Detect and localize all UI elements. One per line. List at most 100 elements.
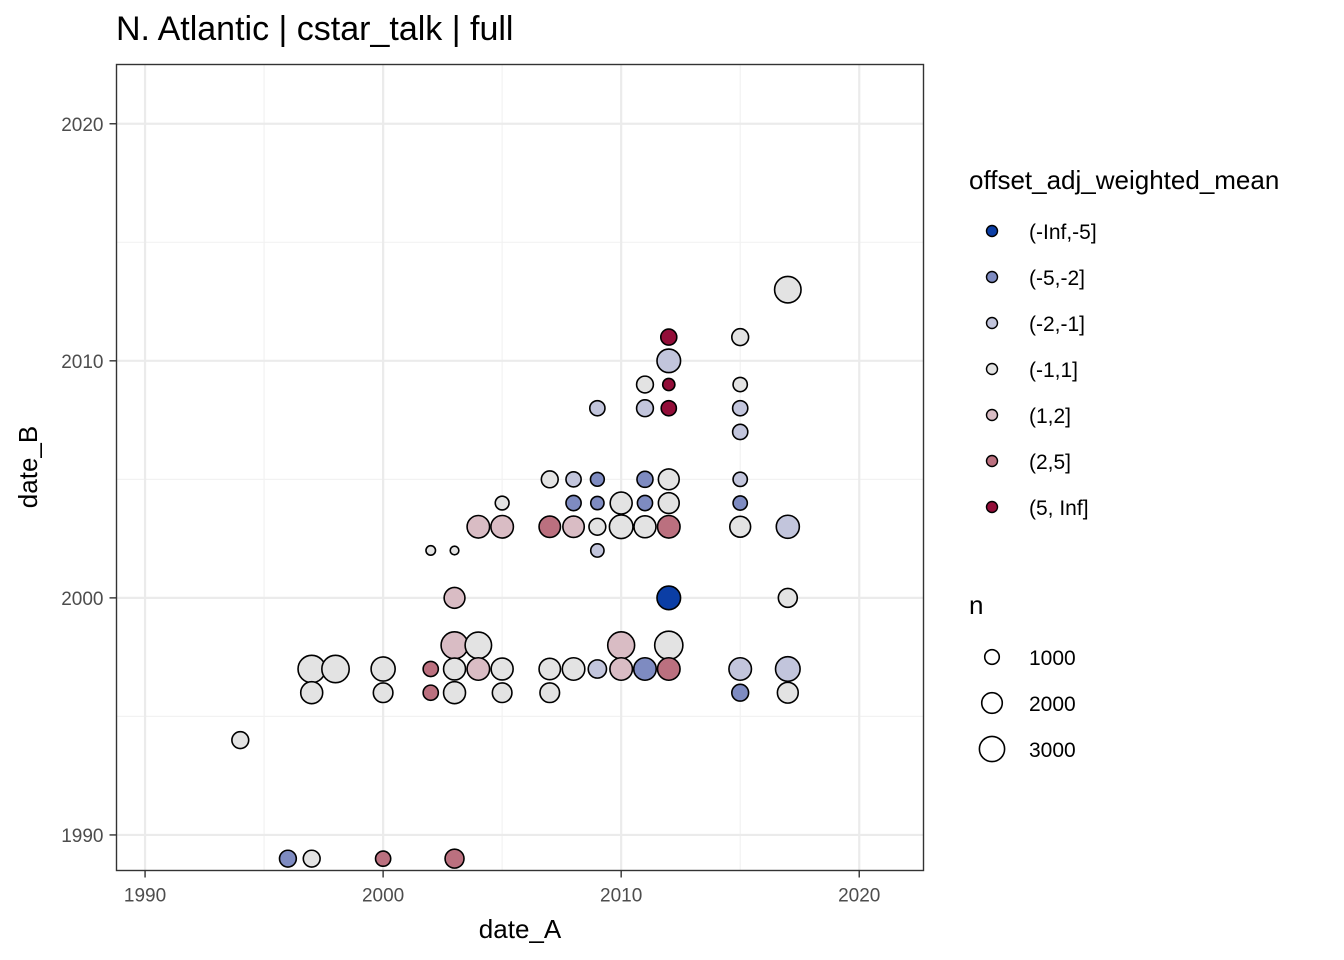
data-point [449,545,460,556]
color-legend-title: offset_adj_weighted_mean [969,165,1279,195]
x-tick-label: 2010 [600,886,642,907]
x-axis-title: date_A [479,914,562,944]
y-tick-label: 2020 [61,115,103,136]
plot-border [115,63,925,872]
data-point [776,681,800,704]
plot-panel [116,64,924,871]
color-legend: (-Inf,-5] (-5,-2] (-2,-1] (-1,1] (1,2] (2,5] (… [985,221,1097,520]
data-point [490,657,514,681]
data-point [299,680,324,705]
data-points [231,275,802,869]
legend-color-label: (5, Inf] [1029,497,1089,520]
data-point [653,630,684,661]
data-point [730,327,750,347]
data-point [588,517,607,536]
grid-major [116,64,924,871]
data-point [539,682,561,704]
legend-color-label: (1,2] [1029,405,1071,428]
data-point [589,495,605,511]
data-point [588,399,606,417]
data-point [656,348,682,374]
data-point [562,515,586,539]
data-point [565,494,582,512]
data-point [422,684,440,702]
data-point [731,399,749,417]
y-tick-label: 2010 [61,352,103,373]
data-point [609,656,634,682]
data-point [589,543,605,558]
data-point [490,514,515,539]
data-point [636,470,654,489]
data-point [730,683,750,702]
data-point [466,514,491,539]
size-legend: 1000 2000 3000 [978,647,1076,763]
data-point [540,470,559,489]
data-point [659,328,678,346]
data-point [443,586,466,610]
legend-size-label: 1000 [1029,647,1076,670]
data-point [732,471,749,488]
legend-color-key [985,454,999,468]
data-point [278,849,298,868]
data-point [372,682,394,704]
data-point [538,657,562,681]
x-tick-label: 2000 [362,886,404,907]
data-point [635,399,655,418]
data-point [561,656,586,682]
data-point [587,659,608,679]
data-point [609,491,633,515]
size-legend-title: n [969,590,983,620]
legend-color-label: (-Inf,-5] [1029,221,1097,244]
data-point [370,656,396,682]
legend-size-label: 3000 [1029,739,1076,762]
data-point [660,399,678,417]
data-point [321,654,350,684]
legend-color-key [985,408,999,422]
legend-color-label: (-5,-2] [1029,267,1085,290]
data-point [728,515,752,538]
data-point [777,587,799,609]
data-point [538,515,562,539]
legend-color-label: (-1,1] [1029,359,1078,382]
data-point [491,682,513,704]
data-point [728,656,753,682]
x-axis: 1990 2000 2010 2020 [124,870,880,907]
data-point [440,631,469,660]
data-point [606,631,636,660]
data-point [731,423,749,441]
data-point [732,495,749,511]
legend-size-key [978,735,1006,763]
data-point [374,850,392,868]
data-point [775,514,801,540]
data-point [657,491,680,515]
data-point [774,655,801,683]
legend-color-label: (-2,-1] [1029,313,1085,336]
chart-title: N. Atlantic | cstar_talk | full [116,10,513,48]
data-point [565,470,582,488]
legend-size-key [983,648,1001,666]
data-point [656,656,681,682]
data-point [422,660,440,678]
data-point [444,848,465,869]
legend-color-key [985,316,999,330]
legend-color-key [985,500,999,514]
data-point [302,849,321,868]
legend-color-key [985,270,999,284]
legend-color-key [985,362,999,376]
data-point [656,585,682,611]
data-point [661,377,676,392]
data-point [633,514,657,539]
data-point [442,680,467,705]
data-point [635,375,655,394]
data-point [442,657,467,681]
data-point [231,730,250,750]
x-tick-label: 1990 [124,886,166,907]
y-tick-label: 2000 [61,589,103,610]
data-point [636,494,654,512]
legend-color-label: (2,5] [1029,451,1071,474]
data-point [466,656,491,682]
data-point [608,514,634,540]
data-point [464,631,493,660]
data-point [425,544,437,557]
